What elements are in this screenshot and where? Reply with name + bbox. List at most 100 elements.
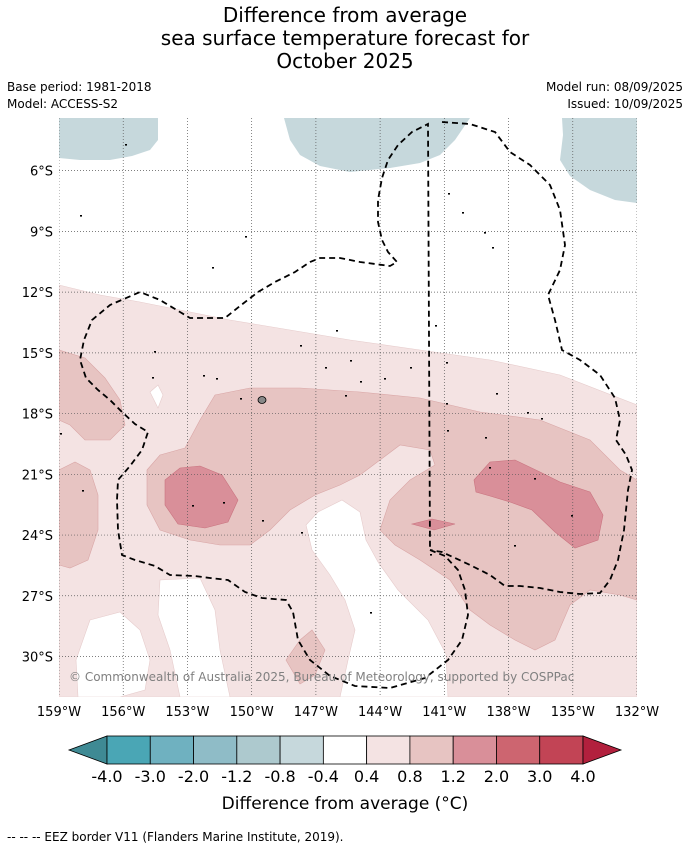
title-line-2: sea surface temperature forecast for	[160, 26, 530, 50]
island-tahiti	[257, 396, 267, 404]
island	[192, 505, 194, 507]
map-title: Difference from average sea surface temp…	[0, 4, 690, 73]
island	[82, 490, 84, 492]
island	[223, 502, 225, 504]
neutral-patch-south-central	[305, 499, 449, 697]
lat-tick-label: 12°S	[22, 286, 53, 301]
island	[571, 515, 573, 517]
warm-region-1.2-west	[164, 465, 239, 529]
colorbar-bin	[193, 735, 238, 765]
colorbar-extend-low	[67, 735, 108, 765]
island	[370, 612, 372, 614]
neutral-patch-southwest	[75, 611, 151, 697]
island	[300, 345, 302, 347]
lon-tick-label: 144°W	[358, 705, 402, 720]
colorbar-bin	[279, 735, 324, 765]
island	[325, 367, 327, 369]
island	[212, 267, 214, 269]
lon-tick-label: 138°W	[486, 705, 530, 720]
colorbar-extend-high	[582, 735, 623, 765]
island	[345, 395, 347, 397]
warm-region-1.2-small	[410, 518, 456, 531]
lon-tick-label: 150°W	[230, 705, 274, 720]
warm-region-0.8-south	[285, 629, 326, 685]
colorbar-tick-label: -4.0	[91, 767, 122, 786]
colorbar-tick-label: 2.0	[484, 767, 509, 786]
island	[384, 378, 386, 380]
island	[496, 393, 498, 395]
lat-tick-label: 6°S	[30, 165, 53, 180]
lat-tick-label: 24°S	[22, 529, 53, 544]
lon-tick-label: 159°W	[37, 705, 81, 720]
island	[430, 554, 432, 556]
island	[489, 467, 491, 469]
colorbar-bin	[322, 735, 368, 765]
colorbar-tick-label: 4.0	[570, 767, 595, 786]
colorbar-tick-label: 0.8	[397, 767, 422, 786]
lat-tick-label: 15°S	[22, 347, 53, 362]
lon-tick-label: 135°W	[551, 705, 595, 720]
island	[484, 232, 486, 234]
latitude-labels: 6°S 9°S 12°S 15°S 18°S 21°S 24°S 27°S 30°S	[22, 165, 53, 666]
graticule	[59, 118, 637, 697]
lat-tick-label: 9°S	[30, 225, 53, 240]
islands	[60, 144, 573, 614]
island	[203, 375, 205, 377]
title-line-1: Difference from average	[222, 3, 468, 27]
model-name: Model: ACCESS-S2	[7, 97, 119, 111]
island	[462, 212, 464, 214]
colorbar-bin	[149, 735, 194, 765]
island	[301, 532, 303, 534]
base-period: Base period: 1981-2018	[7, 80, 152, 94]
colorbar-bin	[409, 735, 454, 765]
warm-region-0.8-west	[59, 349, 126, 441]
colorbar-bin	[539, 735, 584, 765]
island	[492, 247, 494, 249]
neutral-patch-south-west-central	[157, 577, 231, 697]
colorbar-tick-label: -0.4	[308, 767, 339, 786]
cool-region-north-central	[284, 118, 470, 172]
lon-tick-label: 147°W	[294, 705, 338, 720]
island	[485, 437, 487, 439]
colorbar-tick-label: 0.4	[354, 767, 379, 786]
colorbar-tick-label: -3.0	[135, 767, 166, 786]
lat-tick-label: 18°S	[22, 408, 53, 423]
cool-region-northeast	[560, 118, 637, 203]
island	[448, 193, 450, 195]
lon-tick-label: 156°W	[101, 705, 145, 720]
colorbar: -4.0 -3.0 -2.0 -1.2 -0.8 -0.4 0.4 0.8 1.2 2.0 3.0 4…	[67, 735, 623, 786]
lat-tick-label: 27°S	[22, 590, 53, 605]
colorbar-tick-label: -0.8	[264, 767, 295, 786]
colorbar-bin	[496, 735, 541, 765]
island	[534, 478, 536, 480]
meta-right: Model run: 08/09/2025 Issued: 10/09/2025	[546, 79, 683, 113]
neutral-patch-small	[149, 384, 164, 409]
lon-tick-label: 153°W	[165, 705, 209, 720]
island	[336, 330, 338, 332]
island	[541, 418, 543, 420]
colorbar-tick-label: 3.0	[527, 767, 552, 786]
eez-footnote: -- -- -- EEZ border V11 (Flanders Marine…	[7, 830, 344, 844]
island	[527, 412, 529, 414]
island	[125, 144, 127, 146]
island	[410, 367, 412, 369]
island	[152, 377, 154, 379]
island	[446, 362, 448, 364]
colorbar-tick-label: -2.0	[178, 767, 209, 786]
colorbar-bin	[452, 735, 497, 765]
island	[446, 403, 448, 405]
issued-date: Issued: 10/09/2025	[567, 97, 683, 111]
colorbar-title: Difference from average (°C)	[221, 794, 469, 814]
island	[80, 215, 82, 217]
island	[262, 520, 264, 522]
eez-border-cook-islands	[79, 121, 633, 689]
warm-region-1.2-east	[473, 459, 604, 549]
island	[350, 360, 352, 362]
island	[514, 545, 516, 547]
lon-tick-label: 132°W	[615, 705, 659, 720]
island	[240, 398, 242, 400]
title-line-3: October 2025	[276, 49, 414, 73]
copyright-notice: © Commonwealth of Australia 2025, Bureau…	[69, 670, 574, 684]
island	[60, 433, 62, 435]
